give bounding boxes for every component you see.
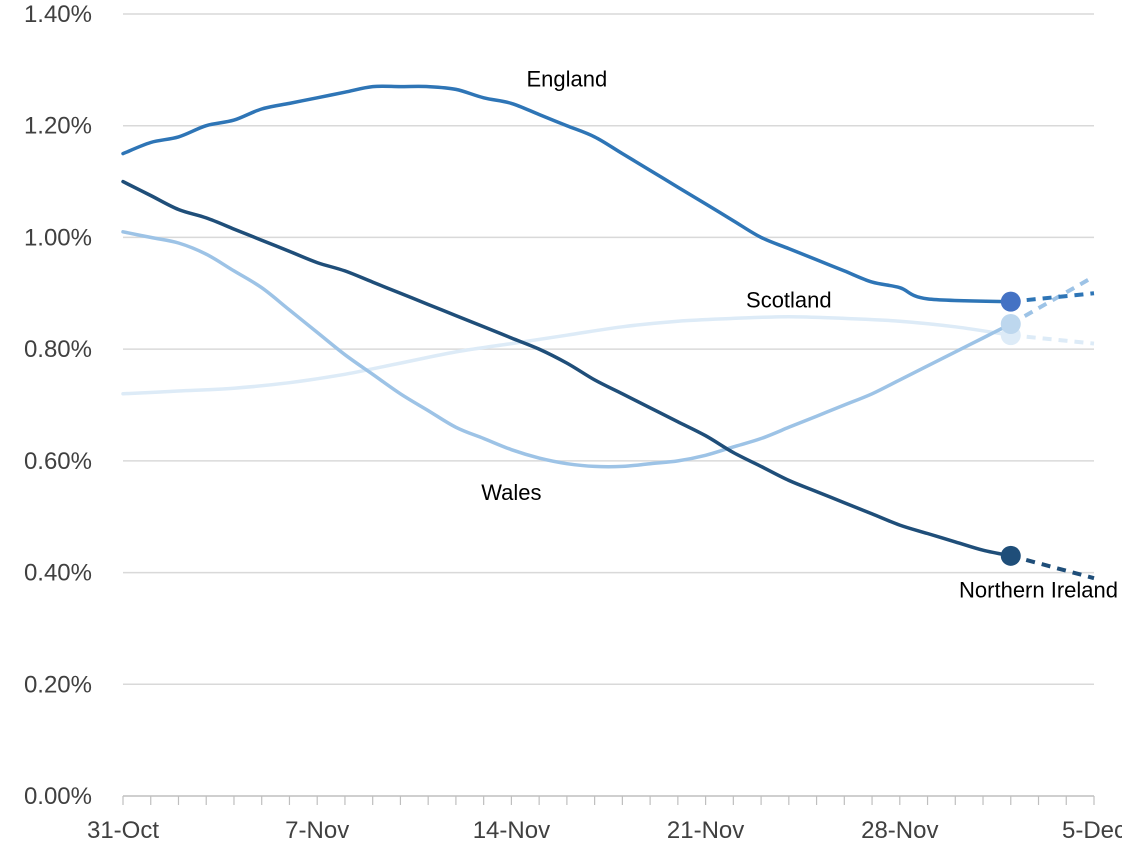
- series-label-england: England: [527, 67, 608, 92]
- marker-northern-ireland: [1000, 545, 1021, 566]
- y-axis: 0.00% 0.20% 0.40% 0.60% 0.80% 1.00% 1.20% 1.40%: [24, 1, 92, 810]
- x-tick-label: 28-Nov: [861, 817, 938, 844]
- y-tick-label: 0.40%: [24, 560, 92, 587]
- series-line-wales: [121, 230, 1013, 469]
- x-axis: 31-Oct 7-Nov 14-Nov 21-Nov 28-Nov 5-Dec: [87, 795, 1122, 844]
- projection-line-england: [1010, 291, 1095, 304]
- y-tick-label: 0.00%: [24, 783, 92, 810]
- series-label-scotland: Scotland: [746, 287, 832, 312]
- gridlines: [123, 13, 1094, 686]
- y-tick-label: 0.20%: [24, 671, 92, 698]
- projection-line-wales: [1009, 274, 1095, 326]
- x-tick-label: 7-Nov: [285, 817, 349, 844]
- projection-line-northern-ireland: [1010, 553, 1095, 581]
- marker-england: [1000, 291, 1021, 312]
- series-labels: England Scotland Wales Northern Ireland: [481, 67, 1118, 603]
- series-label-wales: Wales: [481, 480, 541, 505]
- y-tick-label: 1.40%: [24, 1, 92, 28]
- y-tick-label: 1.20%: [24, 113, 92, 140]
- series-line-scotland: [121, 314, 1013, 396]
- x-tick-label: 5-Dec: [1062, 817, 1122, 844]
- projection-line-scotland: [1010, 333, 1095, 346]
- marker-wales: [1000, 314, 1021, 335]
- x-tick-label: 21-Nov: [667, 817, 744, 844]
- x-tick-label: 14-Nov: [473, 817, 550, 844]
- series-lines: [121, 84, 1095, 581]
- series-line-england: [121, 84, 1013, 304]
- series-line-northern-ireland: [121, 179, 1013, 558]
- x-tick-label: 31-Oct: [87, 817, 159, 844]
- y-tick-label: 1.00%: [24, 224, 92, 251]
- y-tick-label: 0.80%: [24, 336, 92, 363]
- y-tick-label: 0.60%: [24, 448, 92, 475]
- series-label-northern-ireland: Northern Ireland: [959, 578, 1118, 603]
